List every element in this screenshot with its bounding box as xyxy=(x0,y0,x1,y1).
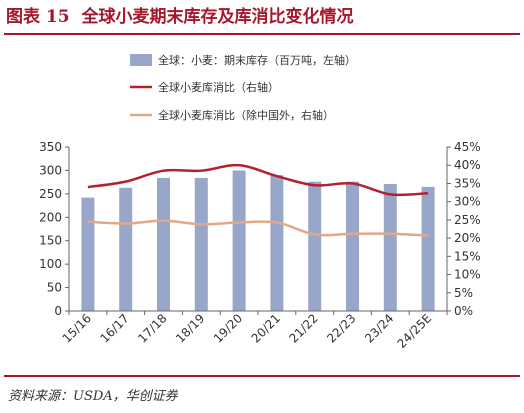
source-note: 资料来源：USDA，华创证券 xyxy=(8,389,178,404)
bar-22-23 xyxy=(346,181,359,311)
right-tick-label: 15% xyxy=(454,249,481,263)
bar-17-18 xyxy=(157,177,170,311)
bar-23-24 xyxy=(383,184,397,311)
line-series xyxy=(87,163,429,237)
right-tick-label: 30% xyxy=(454,195,481,209)
bar-18-19 xyxy=(194,177,208,311)
bar-16-17 xyxy=(119,187,133,311)
left-tick-label: 350 xyxy=(39,140,62,154)
bar-19-20 xyxy=(232,170,246,311)
x-tick-label: 16/17 xyxy=(97,311,131,345)
x-tick-label: 22/23 xyxy=(324,311,358,345)
left-tick-label: 150 xyxy=(39,234,62,248)
x-tick-label: 24/25E xyxy=(395,311,435,351)
left-tick-label: 0 xyxy=(54,304,62,318)
legend-label: 全球小麦库消比（除中国外，右轴） xyxy=(158,108,334,122)
right-tick-label: 10% xyxy=(454,268,481,282)
bar-20-21 xyxy=(270,175,284,311)
figure-title-text: 全球小麦期末库存及库消比变化情况 xyxy=(81,7,354,27)
right-tick-label: 0% xyxy=(454,304,473,318)
right-tick-label: 25% xyxy=(454,213,481,227)
right-tick-label: 5% xyxy=(454,286,473,300)
x-tick-label: 23/24 xyxy=(362,311,396,345)
left-tick-label: 250 xyxy=(39,187,62,201)
left-tick-label: 50 xyxy=(47,281,62,295)
x-tick-label: 17/18 xyxy=(135,311,169,345)
x-tick-label: 18/19 xyxy=(173,311,207,345)
right-tick-label: 35% xyxy=(454,176,481,190)
left-tick-label: 300 xyxy=(39,163,62,177)
bar-21-22 xyxy=(308,181,322,311)
figure-label: 图表 15 xyxy=(6,7,70,27)
x-tick-label: 19/20 xyxy=(211,311,245,345)
right-tick-label: 20% xyxy=(454,231,481,245)
title-rule xyxy=(4,33,520,35)
bar-24-25E xyxy=(421,186,435,311)
right-tick-label: 40% xyxy=(454,158,481,172)
bar-15-16 xyxy=(81,197,95,311)
chart: 全球：小麦：期末库存（百万吨，左轴） 全球小麦库消比（右轴） 全球小麦库消比（除中国… xyxy=(39,53,481,351)
line-stock-ratio xyxy=(87,163,429,197)
x-tick-label: 20/21 xyxy=(249,311,283,345)
source-rule xyxy=(4,375,520,377)
x-tick-label: 15/16 xyxy=(60,311,94,345)
line-stock-ratio-ex-china xyxy=(87,219,429,237)
x-tick-label: 21/22 xyxy=(286,311,320,345)
legend-swatch-stock xyxy=(130,54,152,66)
right-tick-label: 45% xyxy=(454,140,481,154)
left-tick-label: 100 xyxy=(39,257,62,271)
bar-series xyxy=(81,170,435,311)
figure-title: 图表 15 全球小麦期末库存及库消比变化情况 xyxy=(6,3,518,31)
legend-label: 全球：小麦：期末库存（百万吨，左轴） xyxy=(158,53,356,67)
legend: 全球：小麦：期末库存（百万吨，左轴） 全球小麦库消比（右轴） 全球小麦库消比（除中国… xyxy=(130,53,356,122)
left-tick-label: 200 xyxy=(39,210,62,224)
legend-label: 全球小麦库消比（右轴） xyxy=(158,80,279,94)
